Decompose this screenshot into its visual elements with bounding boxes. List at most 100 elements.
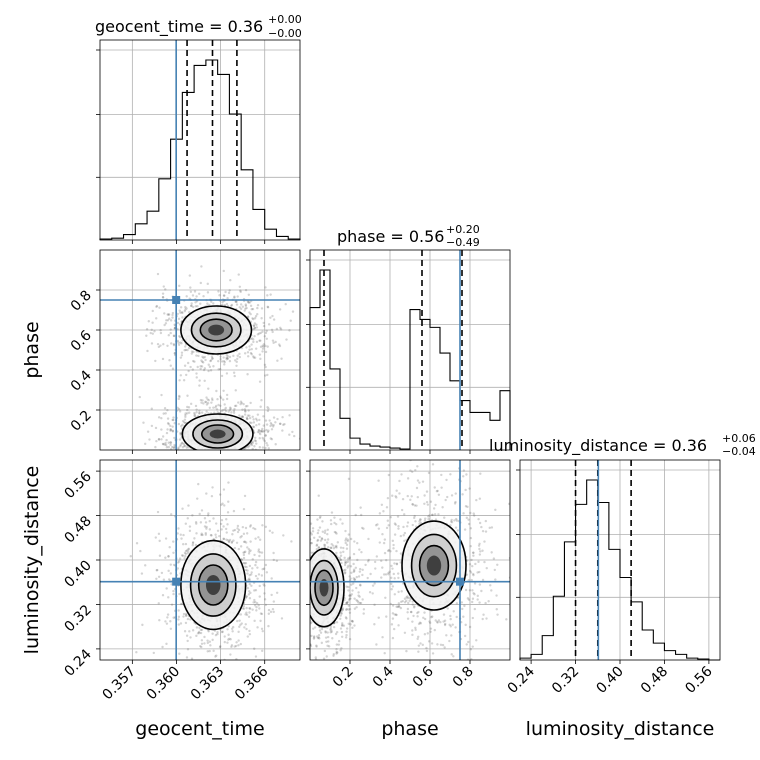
sample-point (428, 620, 431, 623)
sample-point (431, 615, 434, 618)
sample-point (310, 634, 313, 638)
contour-line (410, 533, 458, 598)
sample-point (176, 567, 180, 570)
contour-line (401, 520, 467, 611)
sample-point (172, 446, 175, 449)
sample-point (377, 479, 380, 482)
sample-point (246, 373, 249, 376)
sample-point (421, 480, 425, 483)
sample-point (288, 573, 290, 575)
sample-point (264, 331, 268, 335)
y-tick-label: 0.40 (61, 558, 94, 591)
sample-point (342, 546, 345, 550)
sample-point (418, 481, 421, 484)
sample-point (425, 649, 429, 653)
sample-point (179, 602, 183, 606)
sample-point (247, 590, 251, 593)
density-panel-geocent-time-vs-phase: 0.20.40.60.8 (68, 249, 301, 459)
sample-point (220, 503, 223, 507)
sample-point (344, 541, 347, 545)
sample-point (326, 631, 329, 634)
sample-point (422, 616, 425, 620)
sample-point (229, 304, 233, 308)
sample-point (253, 445, 256, 448)
sample-point (260, 430, 263, 433)
sample-point (402, 525, 405, 529)
sample-point (252, 421, 256, 424)
title-luminosity-distance-plus: +0.06 (722, 432, 756, 445)
sample-point (171, 430, 175, 433)
sample-point (183, 551, 187, 554)
sample-point (319, 515, 322, 518)
sample-point (258, 380, 262, 383)
sample-point (307, 556, 309, 558)
sample-point (198, 631, 201, 635)
title-luminosity-distance: luminosity_distance = 0.36 (489, 436, 707, 456)
sample-point (259, 331, 262, 335)
sample-point (239, 402, 242, 406)
sample-point (236, 354, 239, 357)
sample-point (161, 357, 165, 361)
sample-point (202, 402, 205, 405)
sample-point (307, 511, 309, 513)
sample-point (244, 304, 248, 308)
sample-point (244, 288, 248, 292)
sample-point (245, 606, 248, 610)
sample-point (223, 640, 226, 644)
sample-point (241, 525, 245, 529)
sample-point (189, 365, 192, 369)
sample-point (159, 329, 162, 332)
sample-point (514, 529, 516, 531)
sample-point (197, 482, 200, 486)
sample-point (200, 628, 204, 631)
sample-point (270, 328, 274, 331)
sample-point (423, 633, 427, 636)
sample-point (316, 531, 320, 535)
sample-point (190, 450, 192, 452)
sample-point (239, 400, 243, 403)
sample-point (329, 626, 333, 630)
sample-point (279, 422, 282, 426)
sample-point (172, 589, 175, 593)
sample-point (167, 555, 170, 558)
sample-point (406, 525, 409, 528)
sample-point (184, 345, 187, 348)
sample-point (220, 630, 224, 634)
sample-point (272, 416, 276, 419)
sample-point (181, 311, 184, 315)
sample-point (165, 319, 168, 322)
sample-point (505, 618, 508, 621)
sample-point (284, 572, 286, 574)
sample-point (295, 589, 297, 591)
sample-point (330, 629, 333, 632)
sample-point (304, 566, 306, 568)
sample-point (203, 525, 207, 528)
sample-point (206, 302, 209, 305)
sample-point (253, 589, 256, 592)
sample-point (222, 398, 225, 401)
sample-point (332, 547, 336, 550)
sample-point (205, 527, 208, 530)
sample-point (263, 584, 266, 587)
sample-point (382, 510, 385, 513)
sample-point (247, 355, 250, 358)
sample-point (216, 457, 218, 459)
sample-point (343, 569, 346, 572)
sample-point (232, 529, 235, 532)
sample-point (191, 544, 194, 547)
sample-point (161, 295, 165, 299)
sample-point (207, 630, 210, 633)
sample-point (353, 597, 356, 600)
sample-point (259, 612, 263, 615)
sample-point (303, 605, 305, 607)
sample-point (319, 631, 323, 634)
sample-point (345, 602, 349, 605)
sample-point (228, 406, 232, 409)
y-tick-label: 0.24 (61, 646, 94, 679)
sample-point (220, 518, 224, 522)
sample-point (253, 334, 256, 338)
sample-point (460, 601, 464, 604)
sample-point (452, 610, 455, 613)
sample-point (248, 629, 251, 633)
sample-point (464, 488, 467, 492)
